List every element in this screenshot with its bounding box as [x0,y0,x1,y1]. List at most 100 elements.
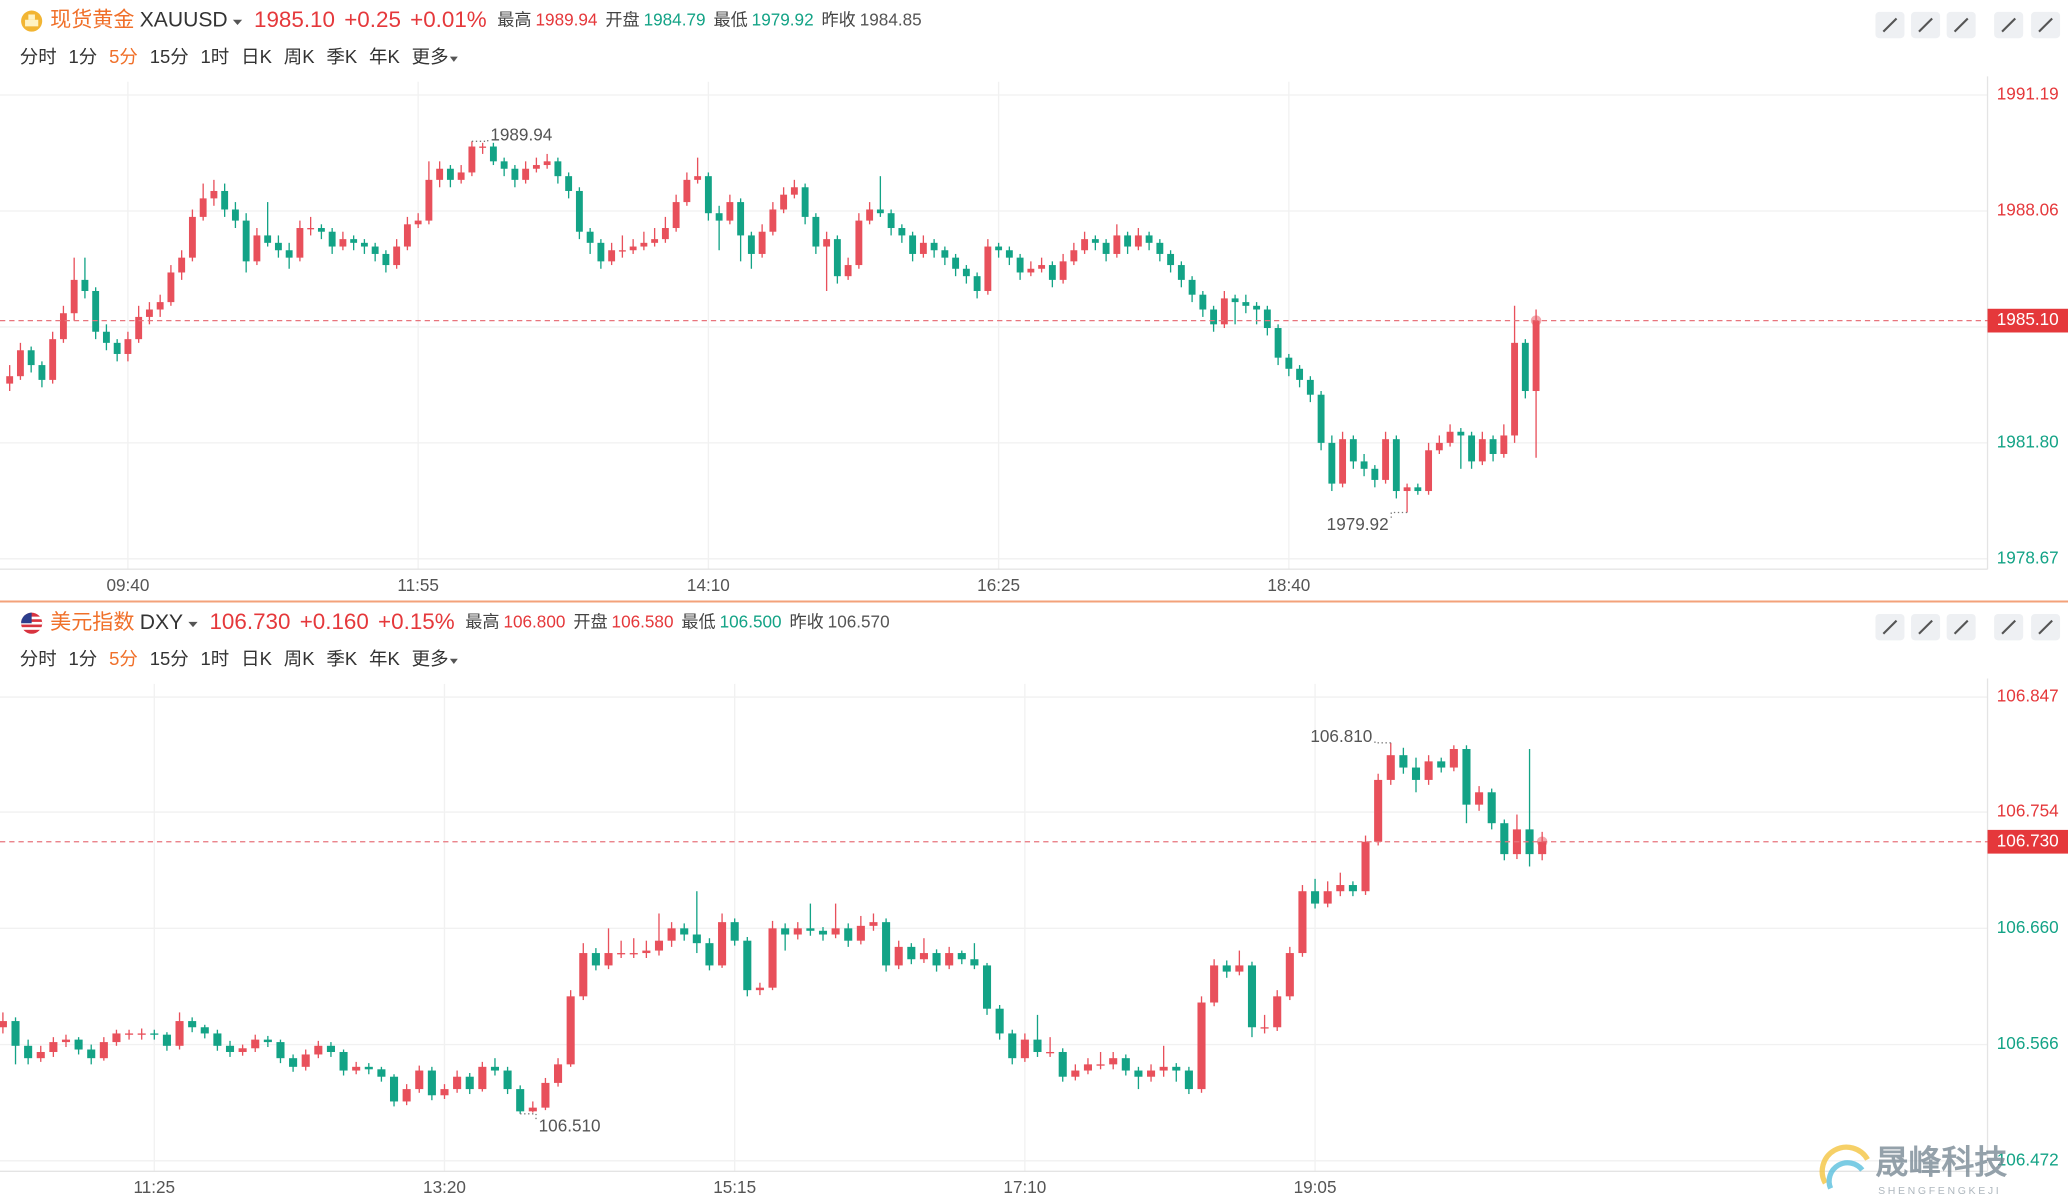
period-tab[interactable]: 分时 [20,46,57,67]
candle-body [543,161,551,166]
period-tab[interactable]: 日K [241,648,272,669]
toolbar-button[interactable] [1994,613,2024,641]
period-tab[interactable]: 更多 [412,46,449,67]
instrument-symbol: XAUUSD [140,9,228,32]
candle-body [162,1034,171,1046]
candle-body [1071,1070,1080,1077]
button-glyph [1882,17,1898,33]
candle-body [1478,439,1486,462]
candle-body [844,928,853,941]
candle-body [156,302,164,310]
candle-body [1414,487,1422,492]
candle-body [1048,265,1056,280]
candle-body [145,309,153,317]
period-tab[interactable]: 5分 [109,46,138,67]
candle-body [199,198,207,217]
candle-body [225,1045,235,1052]
period-tab[interactable]: 1分 [69,46,98,67]
candle-body [328,231,336,247]
period-tab[interactable]: 更多 [412,648,449,669]
period-tab[interactable]: 15分 [150,46,189,67]
candle-body [1273,996,1282,1028]
candle-body [618,250,626,252]
candle-body [672,202,680,229]
toolbar-button[interactable] [1911,11,1941,39]
period-tab[interactable]: 15分 [150,648,189,669]
price-change: +0.25 [344,7,401,32]
y-tick-label: 1988.06 [1997,200,2059,220]
candle-body [453,1076,462,1090]
candle-body [1328,442,1336,484]
period-tab[interactable]: 季K [326,648,357,669]
candle-body [403,224,411,247]
candle-body [1134,235,1142,247]
toolbar-button[interactable] [1946,11,1976,39]
candle-body [790,187,798,195]
candle-body [296,228,304,258]
candle-body [554,161,562,177]
candle-body [604,953,613,966]
toolbar-button[interactable] [1875,613,1905,641]
us-flag-icon [21,612,43,634]
stat-label: 昨收 [822,10,856,30]
stat-label: 最低 [681,612,715,632]
candle-body [49,339,57,380]
toolbar-button[interactable] [2031,613,2061,641]
candle-body [238,1048,247,1052]
candle-body [1059,261,1067,280]
candle-body [1457,431,1465,436]
candle-body [188,216,196,258]
candle-body [793,928,802,935]
candle-body [393,246,401,266]
candle-body [1109,1058,1118,1065]
candle-body [855,220,863,266]
period-tab[interactable]: 周K [284,46,315,67]
candle-body [768,928,777,988]
candle-body [818,930,828,935]
candle-body [446,168,454,180]
candle-body [289,1058,298,1067]
candle-body [1437,761,1446,768]
period-tab[interactable]: 分时 [20,648,57,669]
stat-value: 1979.92 [752,10,814,30]
x-tick-label: 13:20 [423,1177,466,1197]
toolbar-button[interactable] [1911,613,1941,641]
candle-body [479,146,487,148]
candle-body [952,257,960,269]
toolbar-button[interactable] [1994,11,2024,39]
period-tab[interactable]: 年K [369,648,400,669]
candle-body [1231,298,1239,303]
candle-body [869,922,878,926]
period-tab[interactable]: 1时 [201,46,230,67]
candle-body [468,146,476,173]
last-price-dot [1530,315,1542,326]
candle-body [982,965,992,1009]
period-tab[interactable]: 季K [326,46,357,67]
candle-body [253,235,261,262]
toolbar-button[interactable] [1875,11,1905,39]
period-tab[interactable]: 日K [241,46,272,67]
candle-body [704,176,712,214]
candle-body [274,242,282,251]
button-glyph [2038,619,2053,635]
candle-body [70,279,78,314]
candle-body [1462,748,1471,805]
toolbar-button[interactable] [2031,11,2061,39]
period-tab[interactable]: 5分 [109,648,138,669]
candle-body [1091,239,1099,243]
period-tab[interactable]: 1时 [201,648,230,669]
stat-label: 开盘 [605,10,639,30]
candle-body [1005,250,1013,258]
candle-body [984,246,992,291]
period-tab[interactable]: 1分 [69,648,98,669]
candle-body [1521,342,1529,392]
toolbar-button[interactable] [1946,613,1976,641]
candle-body [1411,767,1421,780]
candle-body [1349,439,1357,462]
candle-body [1298,891,1307,954]
period-tab[interactable]: 周K [284,648,315,669]
y-tick-label: 1991.19 [1997,84,2059,104]
x-tick-label: 17:10 [1003,1177,1046,1197]
period-tab[interactable]: 年K [369,46,400,67]
candle-body [263,1039,272,1043]
